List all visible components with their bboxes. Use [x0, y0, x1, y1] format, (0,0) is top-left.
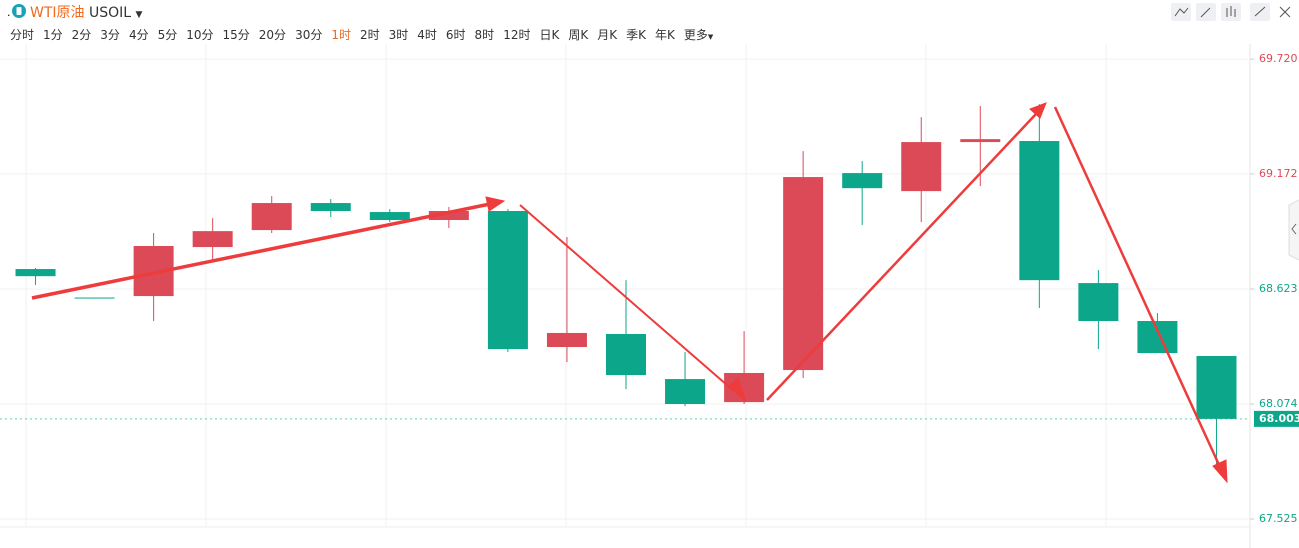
interval-button[interactable]: 4分 [128, 28, 149, 42]
header: . WTI原油 USOIL ▼ 分时 1分 2分 3分 4分 5分 10分 15分 20分 30分… [0, 0, 1299, 48]
interval-button[interactable]: 季K [626, 28, 646, 42]
y-tick-label: 69.172 [1259, 167, 1298, 180]
interval-button[interactable]: 10分 [186, 28, 214, 42]
svg-text:.: . [7, 6, 11, 19]
annotation-arrows [31, 102, 1228, 484]
interval-button[interactable]: 周K [568, 28, 589, 42]
interval-button[interactable]: 3分 [100, 28, 120, 42]
y-tick-label: 68.623 [1259, 282, 1298, 295]
candle-body [960, 139, 1001, 143]
candle-body [546, 332, 587, 348]
candle-body [251, 203, 292, 231]
interval-button[interactable]: 1分 [43, 28, 63, 42]
interval-button[interactable]: 更多▼ [683, 28, 714, 42]
interval-button[interactable]: 分时 [10, 28, 35, 42]
symbol[interactable]: WTI原油 USOIL ▼ [30, 5, 143, 21]
interval-button[interactable]: 2时 [359, 28, 380, 42]
candle-body [665, 379, 706, 404]
candle-body [1019, 141, 1060, 281]
interval-button[interactable]: 年K [654, 28, 675, 42]
candle-body [1196, 356, 1237, 419]
candle-body [369, 212, 410, 221]
candle-body [487, 211, 528, 350]
side-tab[interactable] [1288, 199, 1299, 261]
interval-bar: 分时 1分 2分 3分 4分 5分 10分 15分 20分 30分 1时 2时 3时 4时 6时 8时 12时日… [10, 26, 713, 43]
symbol-name: WTI原油 [30, 5, 85, 21]
toolbar-icons[interactable] [1171, 3, 1291, 21]
interval-button[interactable]: 20分 [258, 28, 287, 42]
candle-body [901, 142, 942, 192]
interval-button[interactable]: 2分 [71, 28, 92, 42]
candle-body [74, 297, 115, 299]
current-price-label: 68.003 [1259, 412, 1299, 425]
candle-body [783, 177, 824, 371]
y-tick-label: 68.074 [1259, 397, 1298, 410]
current-price-box [1254, 410, 1299, 427]
side-tab-icon [1291, 223, 1297, 235]
interval-button[interactable]: 1时 [331, 28, 351, 42]
candle-body [1137, 321, 1178, 354]
interval-button[interactable]: 日K [539, 28, 560, 42]
interval-button[interactable]: 5分 [157, 28, 178, 42]
candle-body [1078, 283, 1119, 322]
vertical-grid [25, 44, 1107, 527]
y-tick-label: 69.720 [1259, 52, 1298, 65]
interval-button[interactable]: 4时 [417, 28, 437, 42]
interval-button[interactable]: 6时 [445, 28, 466, 42]
interval-button[interactable]: 月K [597, 28, 618, 42]
candle-body [15, 269, 56, 277]
symbol-code: USOIL [88, 5, 132, 21]
symbol-icon: . [7, 4, 26, 19]
interval-button[interactable]: 15分 [222, 28, 250, 42]
candle-body [842, 173, 883, 189]
interval-button[interactable]: 3时 [388, 28, 409, 42]
candle-body [606, 334, 646, 376]
candle-body [310, 203, 351, 212]
interval-button[interactable]: 12时 [503, 28, 531, 42]
interval-button[interactable]: 30分 [295, 28, 323, 42]
y-tick-label: 67.525 [1259, 512, 1298, 525]
candle-body [428, 211, 469, 221]
candle-body [192, 231, 233, 248]
interval-button[interactable]: 8时 [474, 28, 495, 42]
